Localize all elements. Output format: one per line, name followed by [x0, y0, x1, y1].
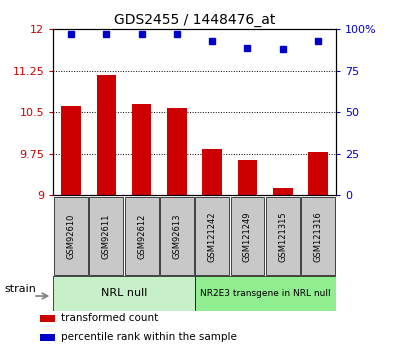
Text: GSM92611: GSM92611	[102, 214, 111, 259]
Bar	[160, 197, 194, 275]
Bar	[40, 315, 55, 322]
Text: NR2E3 transgene in NRL null: NR2E3 transgene in NRL null	[200, 289, 331, 298]
Bar	[266, 197, 300, 275]
Bar	[273, 188, 293, 195]
Bar	[167, 108, 186, 195]
Text: strain: strain	[4, 284, 36, 294]
Bar	[203, 149, 222, 195]
Text: GSM92613: GSM92613	[172, 214, 181, 259]
Bar	[195, 276, 336, 310]
Text: GSM92612: GSM92612	[137, 214, 146, 259]
Text: GSM121316: GSM121316	[314, 211, 323, 262]
Bar	[54, 197, 88, 275]
Bar	[53, 276, 195, 310]
Text: GSM121249: GSM121249	[243, 211, 252, 262]
Bar	[231, 197, 264, 275]
Title: GDS2455 / 1448476_at: GDS2455 / 1448476_at	[114, 13, 275, 27]
Bar	[40, 334, 55, 341]
Text: GSM121315: GSM121315	[278, 211, 287, 262]
Bar	[61, 106, 81, 195]
Bar	[301, 197, 335, 275]
Text: GSM92610: GSM92610	[66, 214, 75, 259]
Bar	[96, 75, 116, 195]
Bar	[125, 197, 158, 275]
Bar	[308, 152, 328, 195]
Text: NRL null: NRL null	[101, 288, 147, 298]
Text: transformed count: transformed count	[61, 313, 158, 323]
Bar	[238, 160, 257, 195]
Bar	[195, 197, 229, 275]
Bar	[89, 197, 123, 275]
Text: GSM121242: GSM121242	[208, 211, 217, 262]
Bar	[132, 104, 151, 195]
Text: percentile rank within the sample: percentile rank within the sample	[61, 332, 237, 342]
